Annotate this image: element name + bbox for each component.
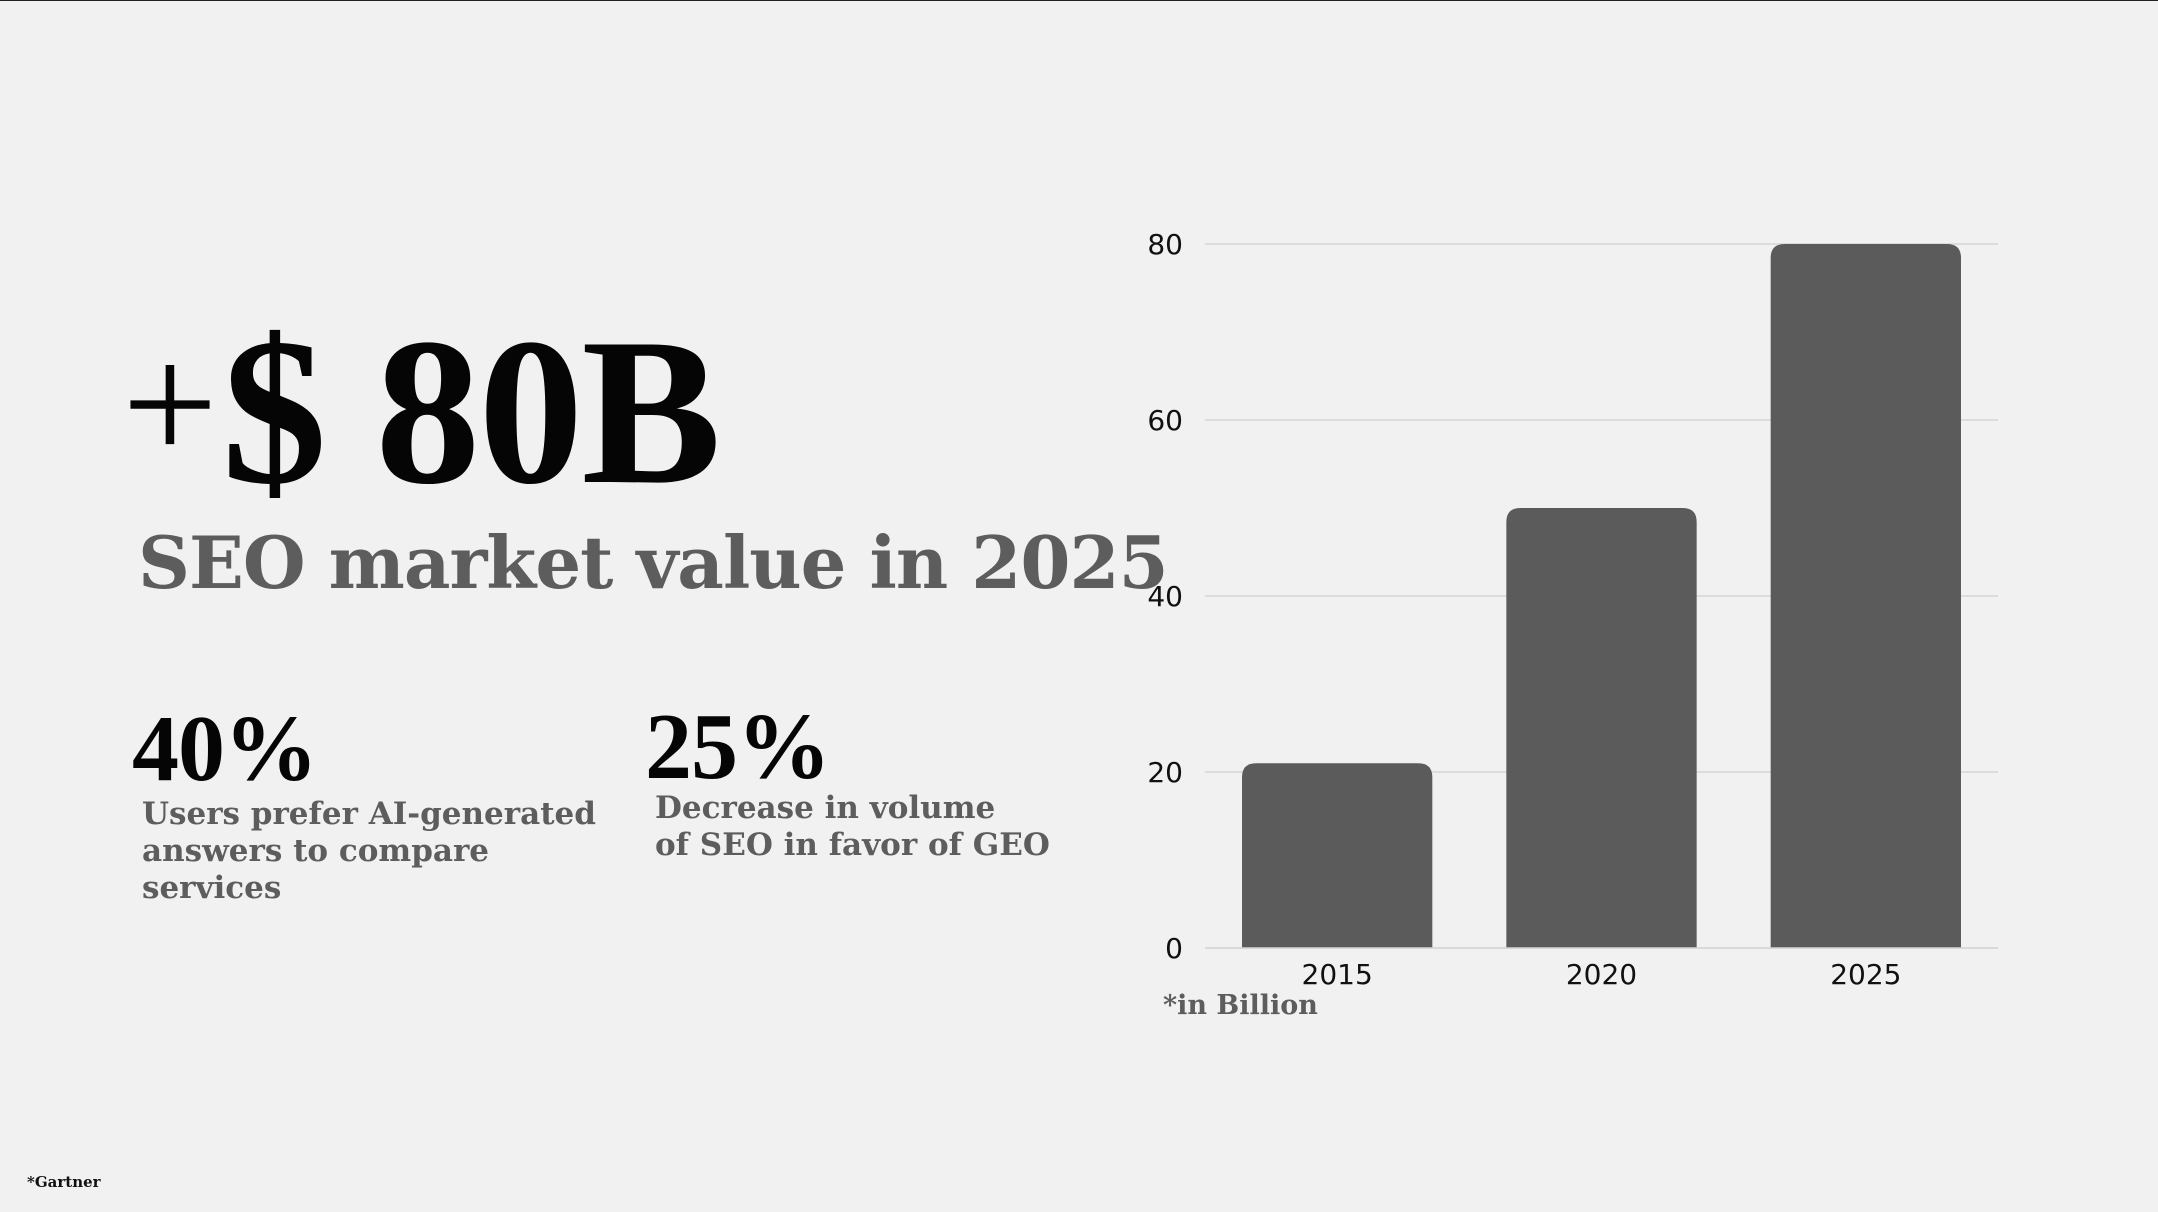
chart-y-axis: 0 20 40 60 80	[1147, 228, 1183, 965]
y-tick-label: 40	[1147, 580, 1183, 613]
y-tick-label: 0	[1165, 932, 1183, 965]
headline-amount: $ 80B	[221, 296, 722, 528]
chart-bars	[1242, 244, 1961, 948]
x-tick-label: 2025	[1830, 958, 1901, 991]
y-tick-label: 80	[1147, 228, 1183, 261]
chart-unit-footnote: *in Billion	[1163, 990, 1318, 1021]
y-tick-label: 60	[1147, 404, 1183, 437]
stat-value: 25%	[645, 695, 831, 799]
stat-description: Users prefer AI-generated answers to com…	[142, 796, 596, 906]
bar-2025	[1770, 244, 1961, 948]
source-credit: *Gartner	[27, 1173, 101, 1191]
headline-plus-sign: +	[122, 310, 218, 498]
stat-block-ai-preference: 40% Users prefer AI-generated answers to…	[132, 702, 662, 907]
headline-figure: + $ 80B	[122, 292, 722, 532]
y-tick-label: 20	[1147, 756, 1183, 789]
chart-x-axis: 2015 2020 2025	[1205, 947, 1998, 991]
stat-description: Decrease in volume of SEO in favor of GE…	[655, 790, 1050, 863]
headline-subtitle: SEO market value in 2025	[138, 520, 1169, 605]
top-rule	[0, 0, 2158, 1]
bar-2020	[1506, 508, 1697, 948]
bar-2015	[1242, 763, 1433, 948]
stat-block-seo-decrease: 25% Decrease in volume of SEO in favor o…	[645, 700, 1075, 864]
x-tick-label: 2015	[1302, 958, 1373, 991]
stat-value: 40%	[132, 697, 318, 801]
x-tick-label: 2020	[1566, 958, 1637, 991]
